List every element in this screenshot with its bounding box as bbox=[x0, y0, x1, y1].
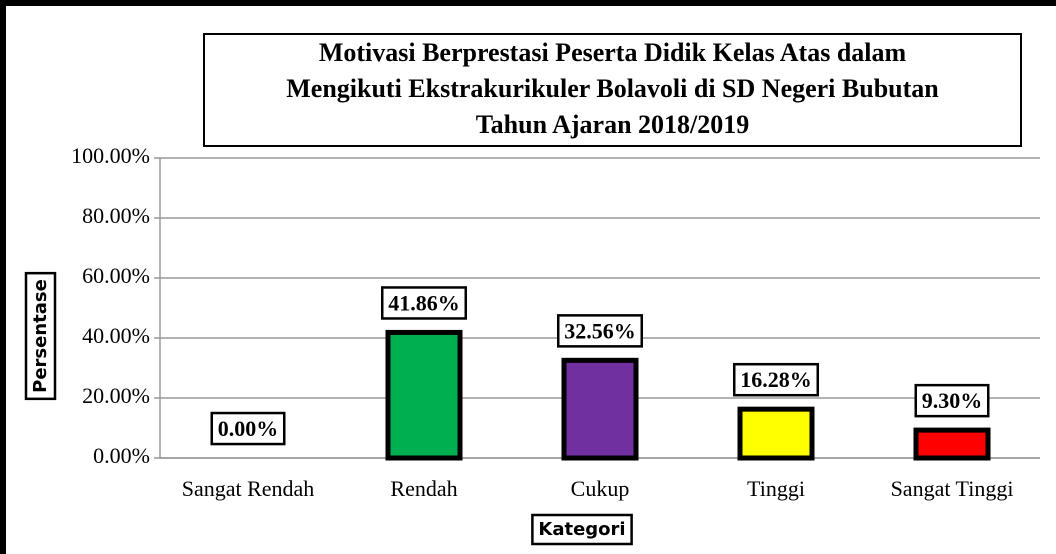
value-label-box bbox=[210, 411, 286, 446]
value-label: 16.28% bbox=[740, 367, 812, 392]
x-axis-label-box bbox=[531, 513, 633, 546]
y-tick-label: 80.00% bbox=[82, 203, 150, 228]
value-label-box bbox=[914, 383, 990, 418]
y-axis-label: Persentase bbox=[30, 279, 51, 393]
x-tick-label: Rendah bbox=[390, 476, 457, 501]
y-tick-label: 40.00% bbox=[82, 323, 150, 348]
y-tick-label: 0.00% bbox=[93, 443, 150, 468]
value-label-box bbox=[733, 362, 819, 397]
y-axis-label-box bbox=[24, 271, 57, 401]
bar bbox=[561, 357, 639, 461]
value-label: 32.56% bbox=[564, 318, 636, 343]
x-axis-label: Kategori bbox=[538, 519, 625, 540]
x-tick-label: Sangat Rendah bbox=[182, 476, 315, 501]
chart-title: Motivasi Berprestasi Peserta Didik Kelas… bbox=[203, 33, 1022, 147]
x-tick-label: Sangat Tinggi bbox=[891, 476, 1014, 501]
value-label-box bbox=[381, 286, 467, 320]
value-label: 0.00% bbox=[218, 416, 279, 441]
x-tick-label: Tinggi bbox=[747, 476, 805, 501]
y-tick-label: 60.00% bbox=[82, 263, 150, 288]
value-label-box bbox=[557, 314, 643, 348]
x-tick-label: Cukup bbox=[571, 476, 630, 501]
bar bbox=[385, 329, 463, 461]
value-label: 9.30% bbox=[922, 388, 983, 413]
bar bbox=[737, 406, 815, 461]
y-tick-label: 20.00% bbox=[82, 383, 150, 408]
bar bbox=[913, 427, 991, 461]
value-label: 41.86% bbox=[388, 290, 460, 315]
y-tick-label: 100.00% bbox=[71, 143, 150, 168]
